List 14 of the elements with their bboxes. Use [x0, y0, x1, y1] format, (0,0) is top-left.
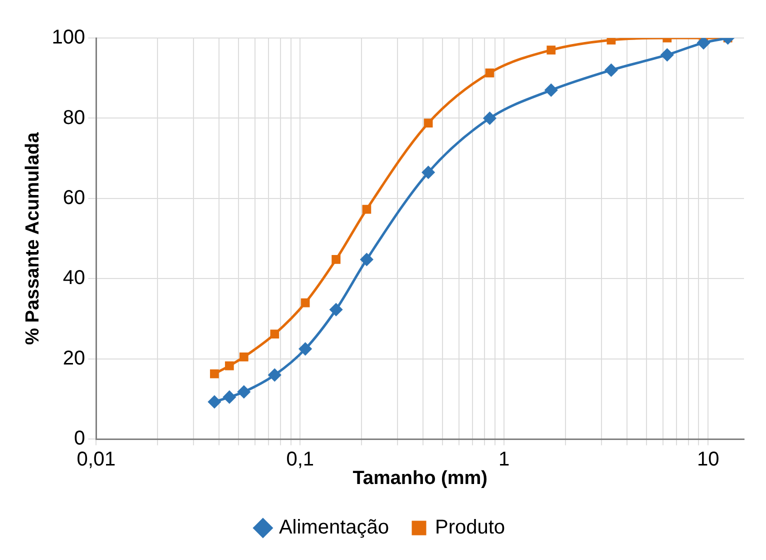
y-tick-label: 80: [62, 106, 86, 129]
x-tick-label: 10: [696, 448, 720, 471]
y-tick-label: 0: [74, 428, 86, 450]
y-tick-label: 100: [52, 26, 86, 49]
y-tick-label: 60: [62, 186, 86, 209]
legend-label: Produto: [435, 516, 506, 539]
x-axis-title: Tamanho (mm): [352, 468, 488, 489]
y-tick-label: 40: [62, 267, 86, 290]
x-tick-label: 1: [498, 448, 510, 471]
x-tick-label: 0,1: [286, 448, 314, 471]
y-tick-label: 20: [62, 347, 86, 370]
y-axis-title: % Passante Acumulada: [22, 132, 44, 345]
x-tick-label: 0,01: [76, 448, 116, 471]
legend-label: Alimentação: [278, 516, 390, 539]
